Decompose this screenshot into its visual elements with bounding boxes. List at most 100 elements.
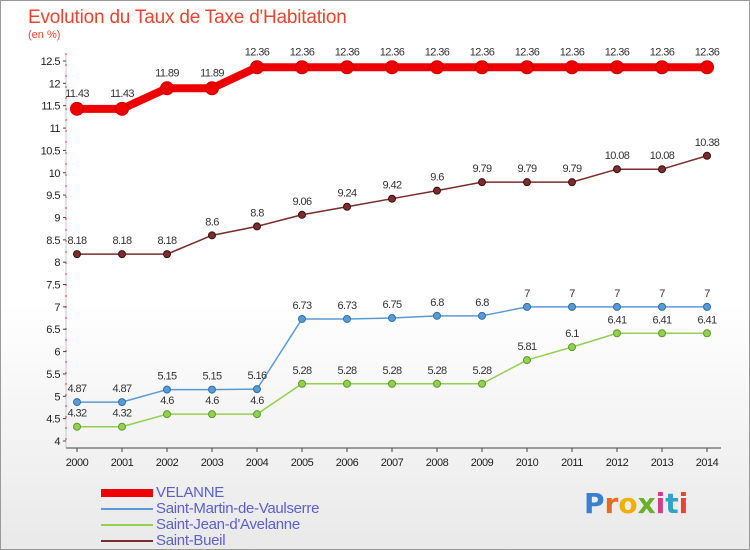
data-label: 11.43 [65, 88, 89, 100]
data-point [343, 202, 351, 211]
data-point [298, 314, 306, 323]
data-label: 6.73 [337, 300, 356, 312]
data-point [115, 101, 129, 116]
legend-swatch-saint-jean [101, 524, 153, 526]
data-point [703, 329, 711, 338]
data-point [163, 385, 171, 394]
data-point [523, 178, 531, 187]
data-point [433, 186, 441, 195]
data-label: 5.28 [292, 365, 311, 377]
data-label: 9.6 [430, 172, 444, 184]
data-point [208, 410, 216, 419]
legend-swatch-saint-bueil [101, 540, 153, 542]
data-label: 5.28 [472, 365, 491, 377]
data-label: 4.87 [67, 383, 86, 395]
data-point [160, 81, 174, 96]
data-label: 5.28 [337, 365, 356, 377]
data-label: 9.79 [562, 163, 581, 175]
y-tick-label: 12.5 [41, 56, 61, 68]
y-tick-label: 5 [54, 391, 60, 403]
data-label: 12.36 [515, 46, 540, 58]
y-tick-label: 4 [54, 436, 60, 448]
x-tick-label: 2007 [381, 457, 404, 469]
data-point [703, 302, 711, 311]
chart-title: Evolution du Taux de Taxe d'Habitation [28, 7, 347, 28]
data-label: 9.24 [337, 188, 356, 200]
data-point [388, 314, 396, 323]
data-label: 9.42 [382, 180, 401, 192]
y-tick-label: 11.5 [41, 101, 60, 113]
data-point [520, 60, 534, 75]
data-point [298, 210, 306, 219]
data-point [388, 194, 396, 203]
data-label: 6.41 [697, 314, 716, 326]
data-point [613, 329, 621, 338]
x-tick-label: 2003 [201, 457, 224, 469]
data-label: 12.36 [380, 46, 405, 58]
legend-swatch-saint-martin [101, 508, 153, 510]
data-point [118, 422, 126, 431]
data-label: 7 [659, 288, 665, 300]
data-label: 8.18 [67, 235, 86, 247]
data-label: 11.43 [110, 88, 134, 100]
data-point [73, 422, 81, 431]
y-tick-label: 8.5 [46, 235, 60, 247]
data-label: 8.18 [112, 235, 131, 247]
data-label: 5.81 [517, 341, 536, 353]
data-point [568, 178, 576, 187]
data-point [250, 60, 264, 75]
data-label: 12.36 [650, 46, 675, 58]
data-label: 4.87 [112, 383, 131, 395]
series-saint-martin-de-vaulserre: 4.87 4.87 5.15 5.15 5.16 6.73 6.73 6.75 6.8 6.8 7 7… [67, 288, 711, 407]
data-point [658, 165, 666, 174]
data-point [430, 60, 444, 75]
x-tick-label: 2006 [336, 457, 359, 469]
data-label: 12.36 [695, 46, 720, 58]
x-tick-label: 2011 [561, 457, 583, 469]
data-point [655, 60, 669, 75]
x-tick-label: 2009 [471, 457, 494, 469]
data-label: 8.6 [205, 216, 219, 228]
data-point [343, 379, 351, 388]
y-tick-label: 10 [49, 168, 61, 180]
data-label: 4.6 [250, 395, 264, 407]
y-tick-label: 4.5 [46, 414, 60, 426]
y-axis-unit: (en %) [28, 29, 61, 41]
data-label: 6.8 [430, 297, 444, 309]
data-label: 11.89 [200, 67, 224, 79]
legend-label: VELANNE [156, 484, 224, 501]
data-label: 6.41 [652, 314, 671, 326]
line-chart: 4 4.5 5 5.5 6 6.5 7 7.5 8 8.5 9 9.5 10 10.5 11 11.5 12 12… [41, 46, 721, 469]
data-point [478, 311, 486, 320]
series-saint-bueil: 8.18 8.18 8.18 8.6 8.8 9.06 9.24 9.42 9.6 9.79 9.7… [67, 137, 720, 259]
data-point [565, 60, 579, 75]
data-point [613, 302, 621, 311]
data-label: 6.8 [475, 297, 489, 309]
logo-letter: i [655, 487, 666, 520]
logo-letter: t [665, 487, 679, 520]
data-label: 12.36 [605, 46, 630, 58]
x-tick-label: 2013 [651, 457, 674, 469]
data-point [568, 343, 576, 352]
data-point [385, 60, 399, 75]
x-tick-label: 2010 [516, 457, 539, 469]
x-tick-label: 2001 [111, 457, 134, 469]
data-point [433, 379, 441, 388]
data-point [613, 165, 621, 174]
y-tick-label: 7 [54, 302, 60, 314]
data-point [205, 81, 219, 96]
x-tick-label: 2005 [291, 457, 314, 469]
data-label: 5.28 [427, 365, 446, 377]
x-tick-label: 2014 [696, 457, 719, 469]
y-tick-label: 5.5 [46, 369, 60, 381]
data-point [610, 60, 624, 75]
data-label: 12.36 [290, 46, 315, 58]
data-point [475, 60, 489, 75]
data-point [118, 250, 126, 259]
y-tick-label: 10.5 [41, 145, 61, 157]
logo-letter: P [584, 487, 605, 520]
y-tick-label: 8 [54, 257, 60, 269]
y-tick-label: 11 [50, 123, 61, 135]
data-point [73, 250, 81, 259]
